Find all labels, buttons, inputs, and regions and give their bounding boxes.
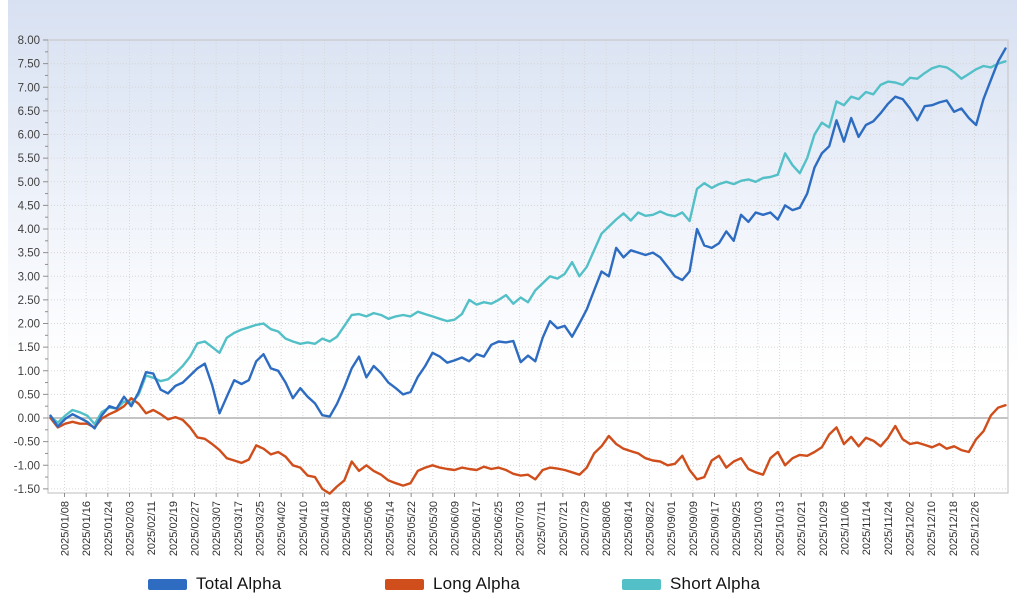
x-axis-label: 2025/06/09 <box>450 501 462 556</box>
x-axis-label: 2025/09/17 <box>710 501 722 556</box>
x-axis-label: 2025/10/21 <box>796 501 808 556</box>
x-axis-label: 2025/05/30 <box>428 501 440 556</box>
y-axis-label: 3.50 <box>18 248 40 260</box>
gradient-background <box>8 0 1017 614</box>
y-axis-label: 4.00 <box>18 224 40 236</box>
x-axis-label: 2025/11/24 <box>883 501 895 555</box>
x-axis-label: 2025/09/01 <box>666 501 678 556</box>
x-axis-label: 2025/01/16 <box>81 501 93 556</box>
y-axis-label: 5.50 <box>18 153 40 165</box>
x-axis-label: 2025/07/11 <box>536 501 548 555</box>
y-axis-label: -1.50 <box>14 484 40 496</box>
series-line-short-alpha <box>49 60 1007 426</box>
y-axis-label: 5.00 <box>18 177 40 189</box>
y-axis-label: 7.50 <box>18 59 40 71</box>
y-axis-label: 4.50 <box>18 200 40 212</box>
series-line-long-alpha <box>49 397 1007 495</box>
x-axis-label: 2025/12/26 <box>970 501 982 556</box>
legend-item-total-alpha: Total Alpha <box>148 572 281 596</box>
legend-swatch-icon <box>385 578 424 590</box>
y-axis-label: 1.50 <box>18 342 40 354</box>
x-axis-label: 2025/06/17 <box>471 501 483 556</box>
x-axis-label: 2025/04/10 <box>298 501 310 556</box>
x-axis-label: 2025/11/06 <box>840 501 852 555</box>
x-axis-label: 2025/07/03 <box>515 501 527 556</box>
x-axis-label: 2025/03/25 <box>255 501 267 556</box>
y-axis-label: 1.00 <box>18 366 40 378</box>
x-axis-label: 2025/05/14 <box>385 501 397 556</box>
x-axis-label: 2025/12/10 <box>926 501 938 556</box>
series-line-total-alpha <box>49 47 1007 430</box>
x-axis-label: 2025/02/27 <box>190 501 202 556</box>
x-axis-label: 2025/09/09 <box>688 501 700 556</box>
legend-label: Long Alpha <box>433 574 521 593</box>
x-axis-label: 2025/09/25 <box>731 501 743 556</box>
y-axis-label: 8.00 <box>18 35 40 47</box>
legend-label: Total Alpha <box>196 574 282 593</box>
x-axis-label: 2025/10/03 <box>753 501 765 556</box>
legend-swatch-icon <box>148 578 187 590</box>
x-axis-label: 2025/06/25 <box>493 501 505 556</box>
y-axis-label: 6.50 <box>18 106 40 118</box>
y-axis-label: 7.00 <box>18 82 40 94</box>
y-axis-label: 2.50 <box>18 295 40 307</box>
x-axis-label: 2025/08/22 <box>645 501 657 556</box>
x-axis-label: 2025/04/02 <box>276 501 288 556</box>
x-axis-label: 2025/04/18 <box>320 501 332 556</box>
x-axis-label: 2025/12/02 <box>905 501 917 556</box>
y-axis-label: -1.00 <box>14 460 40 472</box>
x-axis-label: 2025/07/21 <box>558 501 570 556</box>
x-axis-label: 2025/08/06 <box>601 501 613 556</box>
x-axis-label: 2025/01/08 <box>60 501 72 556</box>
x-axis-label: 2025/12/18 <box>948 501 960 556</box>
legend-label: Short Alpha <box>670 574 761 593</box>
plot-frame <box>47 39 1009 494</box>
chart-legend: Total Alpha Long Alpha Short Alpha <box>0 572 1017 602</box>
y-axis-label: 0.50 <box>18 389 40 401</box>
x-axis-label: 2025/02/19 <box>168 501 180 556</box>
x-axis-label: 2025/11/14 <box>861 501 873 555</box>
x-axis-label: 2025/08/14 <box>623 501 635 556</box>
x-axis-label: 2025/03/07 <box>211 501 223 556</box>
x-axis-label: 2025/01/24 <box>103 501 115 556</box>
x-axis-label: 2025/02/03 <box>125 501 137 556</box>
y-axis-label: 0.00 <box>18 413 40 425</box>
legend-swatch-icon <box>622 578 661 590</box>
x-axis-label: 2025/10/13 <box>775 501 787 556</box>
y-axis-label: 2.00 <box>18 319 40 331</box>
y-axis-label: -0.50 <box>14 437 40 449</box>
x-axis-label: 2025/05/06 <box>363 501 375 556</box>
x-axis-label: 2025/03/17 <box>233 501 245 556</box>
x-axis-label: 2025/07/29 <box>580 501 592 556</box>
y-axis-label: 6.00 <box>18 130 40 142</box>
x-axis-label: 2025/02/11 <box>146 501 158 555</box>
x-axis-label: 2025/10/29 <box>818 501 830 556</box>
legend-item-short-alpha: Short Alpha <box>622 572 760 596</box>
y-axis-label: 3.00 <box>18 271 40 283</box>
legend-item-long-alpha: Long Alpha <box>385 572 520 596</box>
x-axis-label: 2025/05/22 <box>406 501 418 556</box>
x-axis-label: 2025/04/28 <box>341 501 353 556</box>
